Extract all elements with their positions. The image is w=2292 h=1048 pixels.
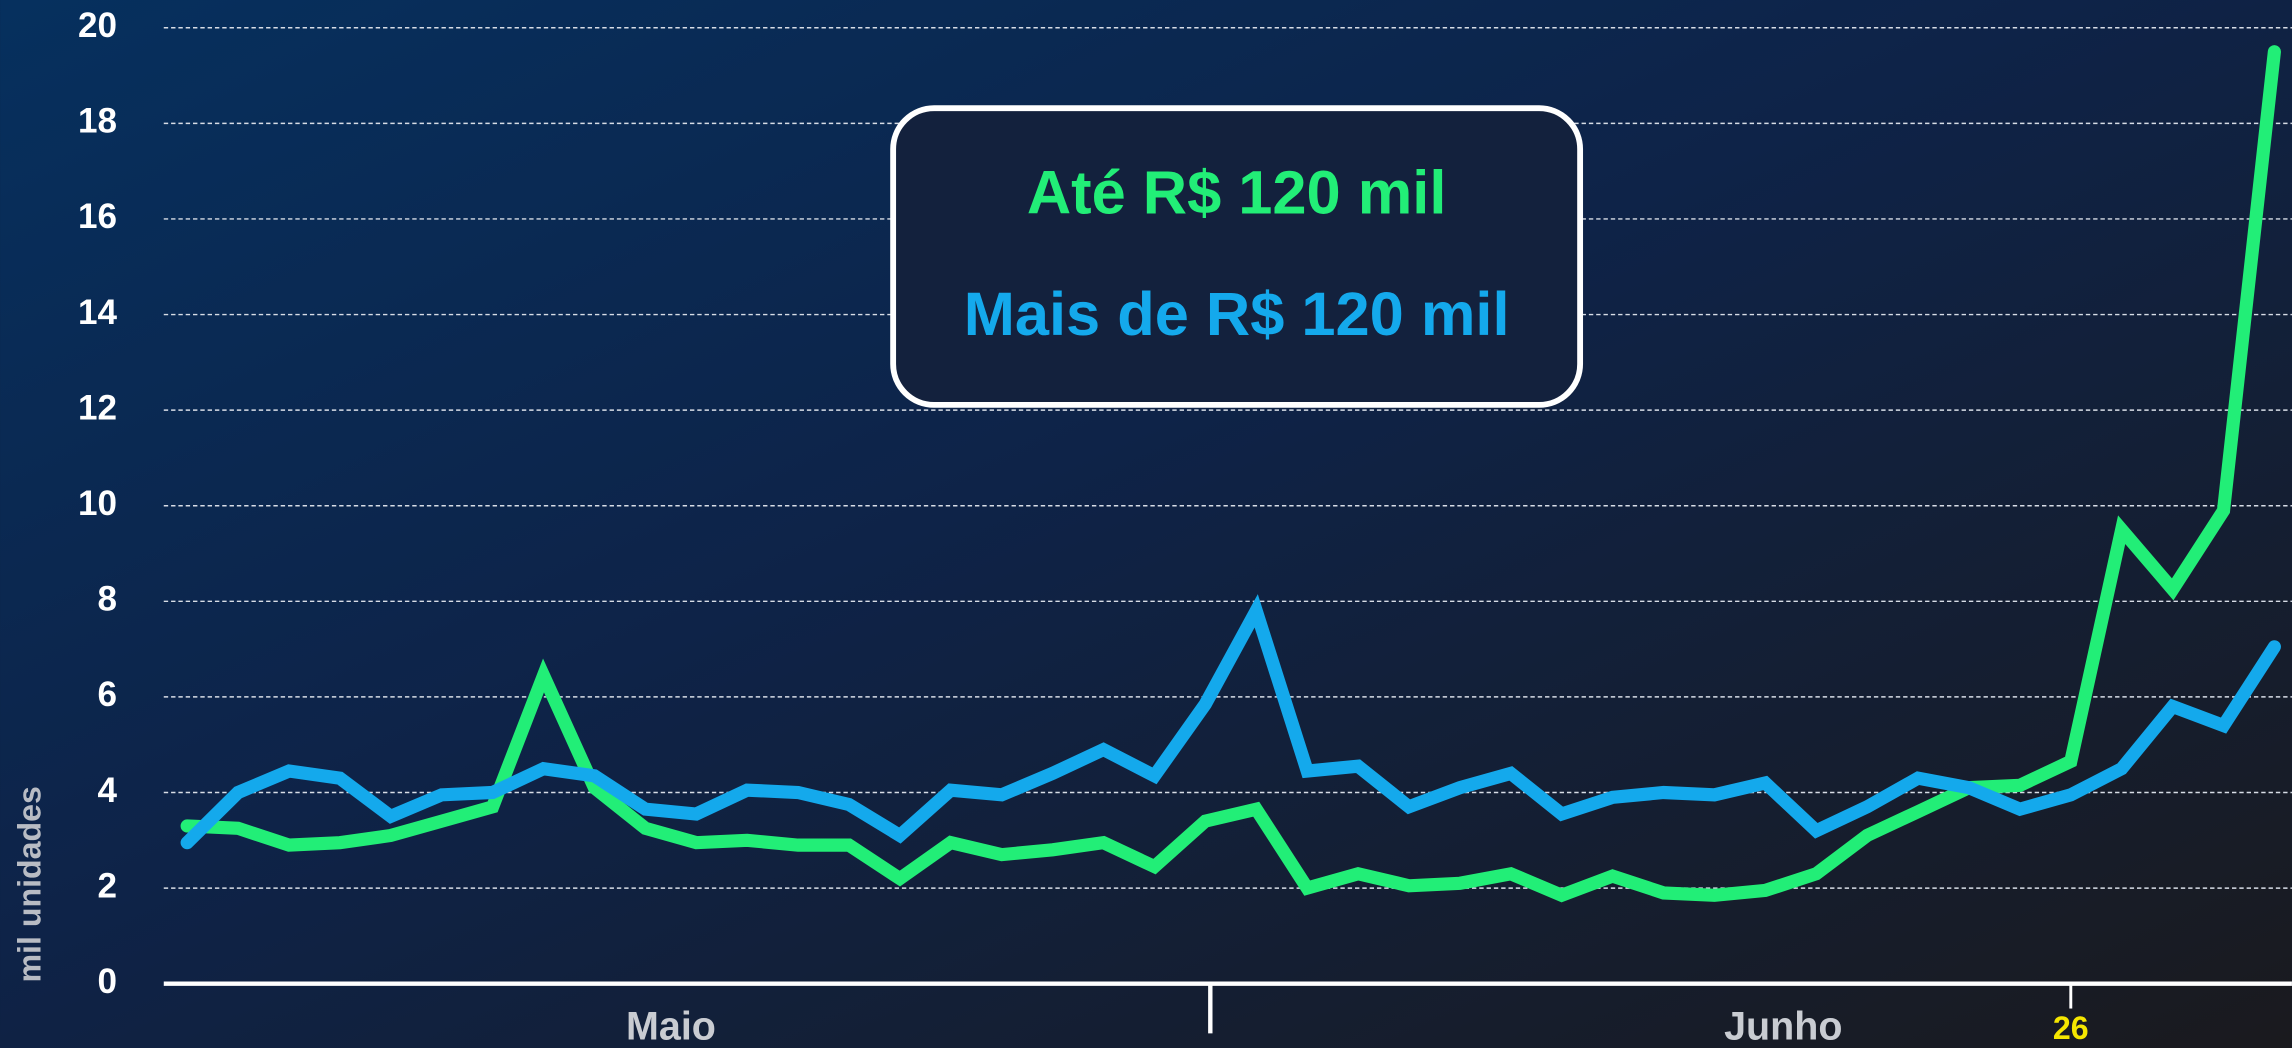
y-tick-label: 10 xyxy=(78,484,117,523)
series-line xyxy=(180,594,2281,850)
y-tick-label: 14 xyxy=(78,293,118,332)
legend-box xyxy=(890,105,1584,408)
y-axis-label: mil unidades xyxy=(12,786,48,982)
series-line xyxy=(180,45,2281,903)
month-label: Maio xyxy=(626,1004,716,1048)
y-tick-label: 12 xyxy=(78,388,117,427)
legend: Até R$ 120 mil Mais de R$ 120 mil xyxy=(890,105,1584,408)
y-tick-label: 8 xyxy=(97,580,117,619)
y-tick-label: 18 xyxy=(78,102,117,141)
legend-entry: Mais de R$ 120 mil xyxy=(964,280,1510,349)
month-label: Junho xyxy=(1724,1004,1842,1048)
legend-entry: Até R$ 120 mil xyxy=(1027,159,1447,228)
y-tick-label: 2 xyxy=(97,866,117,905)
y-tick-label: 20 xyxy=(78,6,117,45)
y-tick-label: 6 xyxy=(97,675,117,714)
y-tick-label: 0 xyxy=(97,962,117,1001)
y-tick-label: 4 xyxy=(97,771,117,810)
x-tick-label: 26 xyxy=(2053,1010,2089,1046)
y-tick-label: 16 xyxy=(78,197,117,236)
